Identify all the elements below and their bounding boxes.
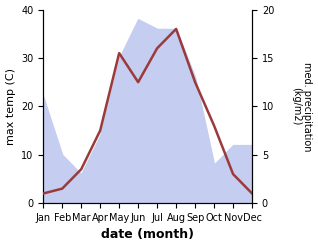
Y-axis label: max temp (C): max temp (C): [5, 68, 16, 145]
X-axis label: date (month): date (month): [101, 228, 194, 242]
Y-axis label: med. precipitation
(kg/m2): med. precipitation (kg/m2): [291, 62, 313, 151]
